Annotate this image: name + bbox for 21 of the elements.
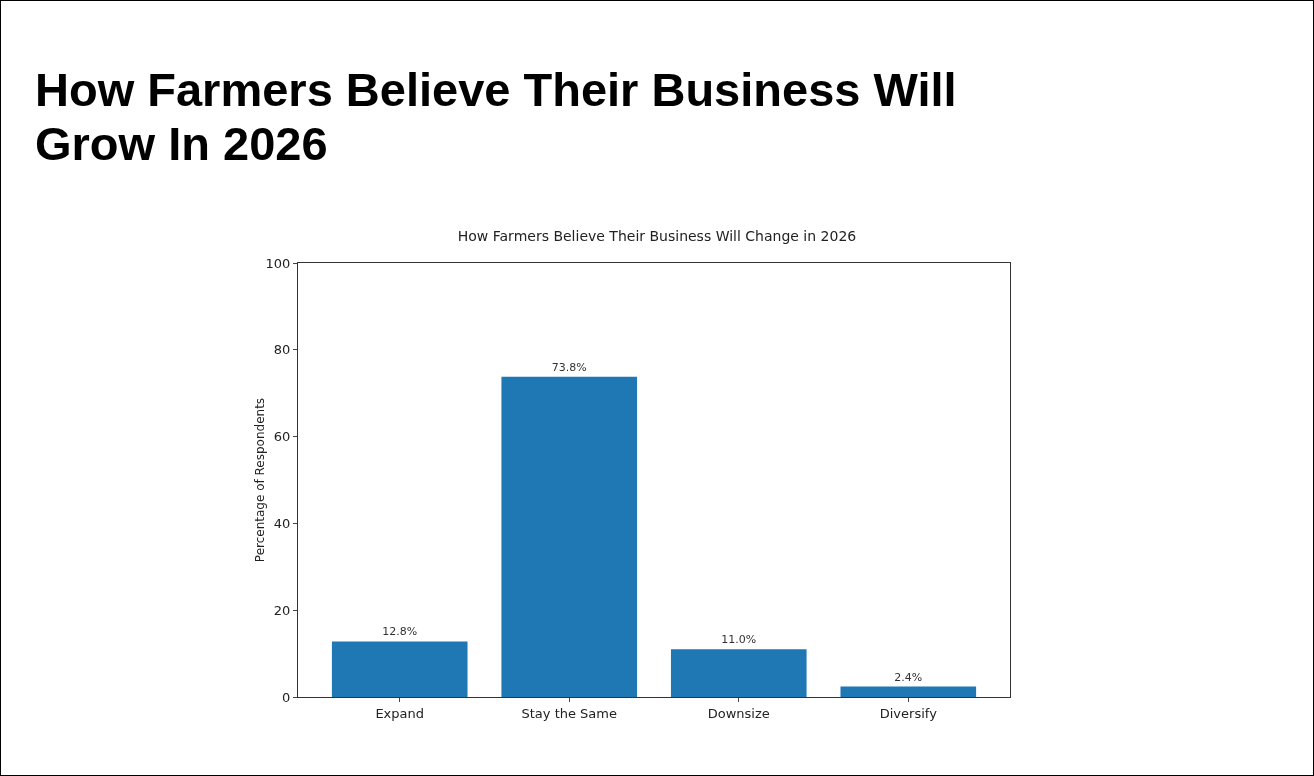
x-tick-label: Expand <box>375 705 425 721</box>
data-label: 2.4% <box>894 670 923 684</box>
y-tick-label: 100 <box>265 255 291 271</box>
x-tick-label: Downsize <box>707 705 770 721</box>
data-label: 11.0% <box>721 633 757 647</box>
y-tick-label: 60 <box>273 429 291 445</box>
y-axis-title: Percentage of Respondents <box>253 397 267 563</box>
x-tick-label: Diversify <box>879 705 938 721</box>
y-tick-label: 20 <box>273 602 291 618</box>
y-tick-label: 80 <box>273 342 291 358</box>
data-label: 12.8% <box>382 625 418 639</box>
y-tick-label: 40 <box>273 515 291 531</box>
bar <box>501 376 638 697</box>
bar <box>331 641 468 697</box>
chart-subtitle: How Farmers Believe Their Business Will Change in 2026 <box>457 228 857 244</box>
x-tick-label: Stay the Same <box>521 705 617 721</box>
bar <box>840 686 977 697</box>
data-label: 73.8% <box>551 360 587 374</box>
y-tick-label: 0 <box>282 689 291 705</box>
bar <box>670 649 807 697</box>
chart-title: How Farmers Believe Their Business Will Grow In 2026 <box>35 63 958 172</box>
